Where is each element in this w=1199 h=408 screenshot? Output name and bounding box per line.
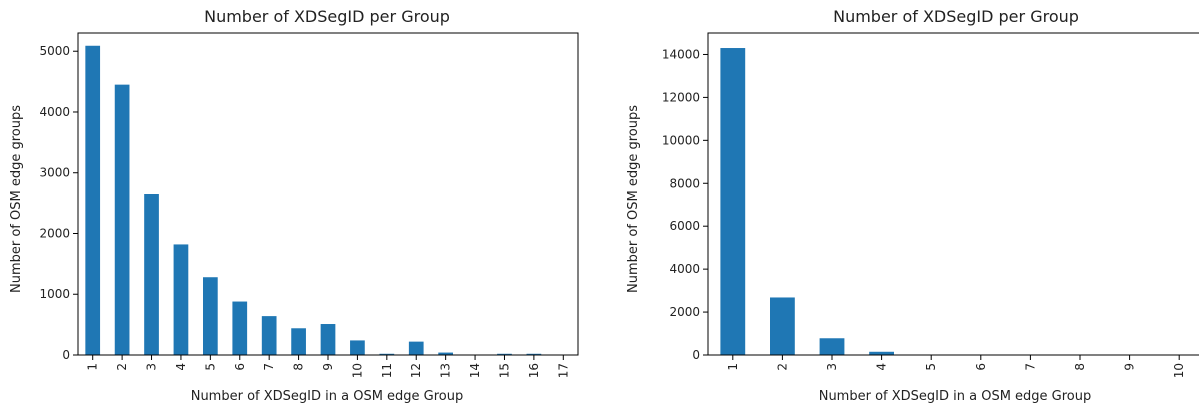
y-tick-label: 14000 [662, 47, 700, 61]
bar [438, 352, 453, 355]
y-tick-label: 12000 [662, 90, 700, 104]
x-tick-label: 6 [974, 363, 988, 371]
chart-right: Number of XDSegID per Group Number of XD… [626, 7, 1199, 404]
x-tick-label: 12 [409, 363, 423, 378]
y-tick-label: 0 [692, 348, 700, 362]
x-tick-label: 3 [825, 363, 839, 371]
bar [261, 316, 277, 355]
plot-area: 0 2000 4000 6000 8000 10000 12000 14000 1 2 3 4 5 6 7 8… [662, 32, 1199, 378]
x-tick-label: 5 [203, 363, 217, 371]
bar [819, 338, 845, 355]
x-tick-label: 6 [233, 363, 247, 371]
bar [869, 351, 894, 355]
bar [320, 324, 336, 355]
bar [85, 45, 101, 355]
bar [379, 353, 395, 355]
x-tick-label: 14 [468, 363, 482, 378]
y-tick-label: 1000 [39, 287, 70, 301]
y-tick-label: 4000 [39, 105, 70, 119]
x-axis-label: Number of XDSegID in a OSM edge Group [191, 389, 464, 404]
x-tick-label: 10 [350, 363, 364, 378]
bar [144, 194, 159, 355]
x-tick-label: 8 [1073, 363, 1087, 371]
x-tick-label: 16 [527, 363, 541, 378]
bar [173, 244, 189, 355]
bar [408, 341, 424, 355]
y-tick-label: 10000 [662, 133, 700, 147]
y-tick-label: 5000 [39, 44, 70, 58]
x-tick-label: 1 [726, 363, 740, 371]
x-tick-label: 9 [321, 363, 335, 371]
bar [203, 277, 218, 355]
x-tick-label: 15 [497, 363, 511, 378]
x-tick-label: 2 [115, 363, 129, 371]
chart-title: Number of XDSegID per Group [204, 7, 450, 26]
plot-frame [707, 32, 1199, 356]
bar [497, 353, 512, 355]
bar [720, 48, 746, 355]
x-tick-label: 5 [924, 363, 938, 371]
y-tick-label: 2000 [39, 226, 70, 240]
y-tick-label: 4000 [669, 262, 700, 276]
x-tick-label: 2 [775, 363, 789, 371]
x-tick-label: 10 [1172, 363, 1186, 378]
x-tick-label: 11 [380, 363, 394, 378]
bar [526, 353, 542, 355]
x-tick-label: 3 [145, 363, 159, 371]
x-tick-label: 9 [1123, 363, 1137, 371]
x-tick-label: 8 [292, 363, 306, 371]
bar [291, 328, 306, 355]
x-tick-label: 1 [86, 363, 100, 371]
y-axis-label: Number of OSM edge groups [626, 105, 641, 293]
y-tick-label: 3000 [39, 166, 70, 180]
chart-left: Number of XDSegID per Group Number of XD… [9, 7, 579, 404]
bar [232, 301, 248, 355]
y-tick-label: 6000 [669, 219, 700, 233]
x-tick-label: 13 [439, 363, 453, 378]
x-tick-label: 4 [174, 363, 188, 371]
y-tick-label: 8000 [669, 176, 700, 190]
bar [114, 84, 130, 355]
y-tick-label: 2000 [669, 305, 700, 319]
x-tick-label: 17 [556, 363, 570, 378]
x-axis-label: Number of XDSegID in a OSM edge Group [819, 389, 1092, 404]
x-tick-label: 7 [1023, 363, 1037, 371]
chart-title: Number of XDSegID per Group [833, 7, 1079, 26]
x-tick-label: 4 [875, 363, 889, 371]
bar [770, 297, 795, 355]
y-axis-label: Number of OSM edge groups [9, 105, 24, 293]
bar [350, 340, 365, 355]
x-tick-label: 7 [262, 363, 276, 371]
y-tick-label: 0 [62, 348, 70, 362]
